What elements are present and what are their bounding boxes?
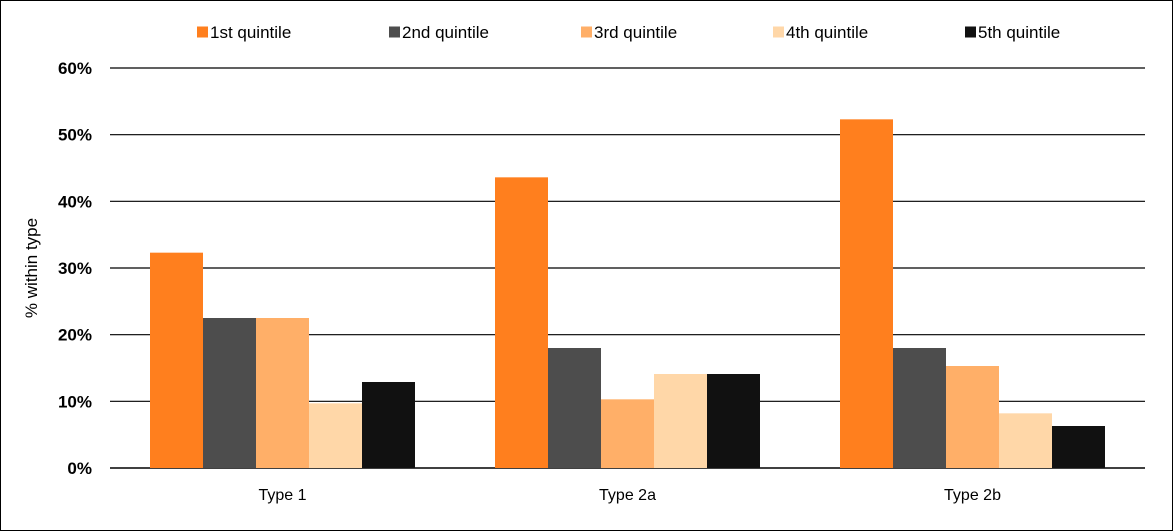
legend-swatch	[389, 26, 400, 38]
y-tick-label: 50%	[58, 126, 92, 145]
y-tick-label: 40%	[58, 192, 92, 211]
bar	[256, 318, 309, 468]
legend-label: 2nd quintile	[402, 23, 489, 42]
bar	[203, 318, 256, 468]
bar	[893, 348, 946, 468]
bar	[1052, 426, 1105, 468]
bar	[707, 374, 760, 468]
bar	[946, 366, 999, 468]
bar	[495, 177, 548, 469]
bar	[362, 382, 415, 468]
bar	[999, 413, 1052, 468]
y-tick-label: 30%	[58, 259, 92, 278]
legend-swatch	[581, 26, 592, 38]
bar	[548, 348, 601, 468]
y-tick-label: 10%	[58, 392, 92, 411]
legend-label: 3rd quintile	[594, 23, 677, 42]
y-tick-label: 60%	[58, 59, 92, 78]
legend: 1st quintile 2nd quintile 3rd quintile 4th …	[197, 23, 1060, 42]
legend-swatch	[197, 26, 208, 38]
y-tick-label: 20%	[58, 326, 92, 345]
legend-label: 1st quintile	[210, 23, 291, 42]
bar	[309, 403, 362, 468]
legend-label: 4th quintile	[786, 23, 868, 42]
bar	[654, 374, 707, 468]
bar	[150, 252, 203, 468]
x-tick-label: Type 2a	[599, 487, 656, 504]
legend-swatch	[773, 26, 784, 38]
bar	[840, 119, 893, 468]
x-tick-label: Type 2b	[944, 487, 1001, 504]
y-axis-title: % within type	[22, 218, 41, 318]
x-tick-label: Type 1	[258, 487, 306, 504]
y-tick-label: 0%	[67, 459, 92, 478]
legend-swatch	[965, 26, 976, 38]
bar	[601, 399, 654, 468]
axes: 0% 10% 20% 30% 40% 50% 60% Type 1 Type 2a Type 2b	[58, 59, 1001, 504]
legend-label: 5th quintile	[978, 23, 1060, 42]
bars	[150, 119, 1105, 469]
